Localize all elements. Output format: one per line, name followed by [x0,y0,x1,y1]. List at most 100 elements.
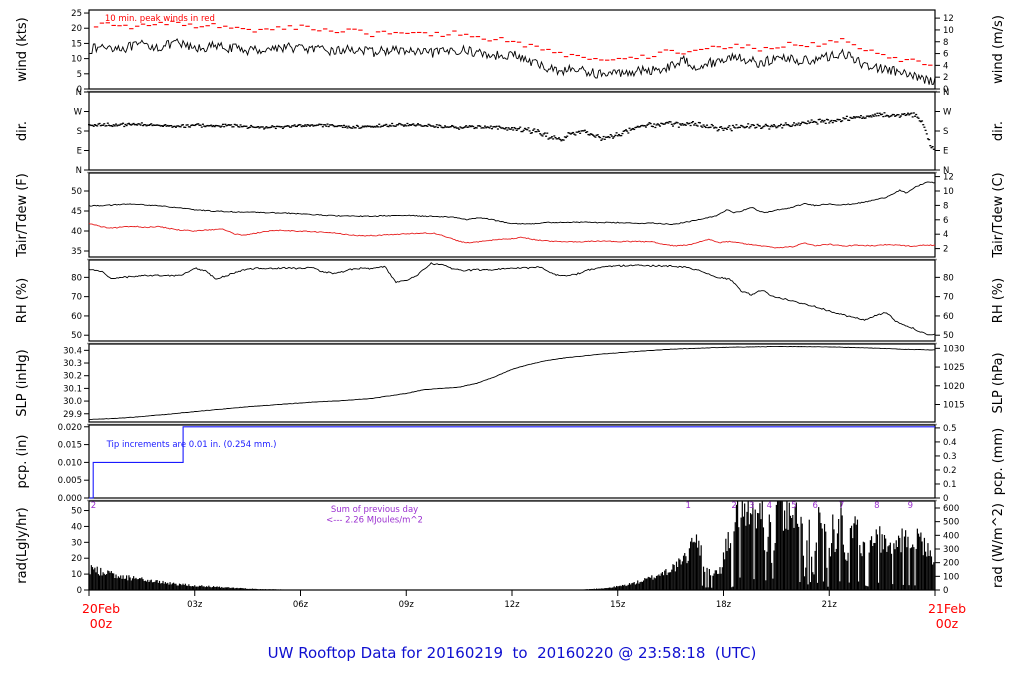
tick-label: 30.2 [63,372,82,382]
series-wind-direction [831,120,833,121]
series-wind-direction [506,129,508,130]
series-wind-direction [377,126,379,127]
annotation: 2 [731,501,736,511]
series-wind-direction [797,124,799,125]
series-wind-direction [891,115,893,116]
series-wind-direction [693,124,695,125]
series-wind-direction [355,127,357,128]
series-wind-direction [883,112,885,113]
tick-label: 30.4 [63,346,82,356]
series-wind-direction [388,126,390,127]
series-wind-direction [667,122,669,123]
y-axis-label-left-wind: wind (kts) [15,17,30,81]
series-wind-direction [861,118,863,119]
annotation: 5 [791,501,796,511]
tick-label: 4 [943,230,948,240]
series-wind-direction [914,116,916,117]
series-wind-direction [712,125,714,126]
series-wind-direction [187,124,189,125]
series-wind-direction [862,116,864,117]
tick-label: 40 [71,227,82,237]
series-wind-direction [201,126,203,127]
tick-label: 30.3 [63,359,82,369]
series-wind-direction [677,122,679,123]
tick-label: W [74,108,83,118]
series-wind-direction [348,126,350,127]
series-wind-direction [439,125,441,126]
series-wind-direction [303,126,305,127]
series-wind-direction [536,131,538,132]
series-wind-direction [650,123,652,124]
series-wind-direction [559,139,561,140]
tick-label: 0.020 [58,423,82,433]
series-wind-direction [532,130,534,131]
series-wind-direction [531,132,533,133]
series-wind-direction [721,128,723,129]
series-wind-direction [558,137,560,138]
series-wind-direction [133,123,135,124]
series-wind-direction [294,124,296,125]
series-wind-direction [107,123,109,124]
series-wind-direction [519,127,521,128]
series-wind-direction [566,136,568,137]
series-wind-direction [236,125,238,126]
annotation: Sum of previous day [331,505,418,515]
series-wind-direction [347,127,349,128]
series-wind-direction [614,135,616,136]
tick-label: 5 [77,70,82,80]
series-wind-direction [578,131,580,132]
annotation: 10 min. peak winds in red [105,14,215,24]
series-wind-direction [341,125,343,126]
series-wind-direction [860,115,862,116]
tick-label: S [77,127,82,137]
series-wind-direction [533,128,535,129]
tick-label: W [943,108,952,118]
x-tick-label: 12z [504,600,520,610]
series-wind-direction [771,125,773,126]
uw-rooftop-chart: 0510152025024681012wind (kts)wind (m/s)1… [0,0,1024,700]
series-wind-direction [730,128,732,129]
tick-label: 35 [71,247,82,257]
y-axis-label-left-slp: SLP (inHg) [15,349,30,417]
series-wind-direction [262,126,264,127]
series-wind-direction [681,123,683,124]
series-wind-direction [403,125,405,126]
series-wind-direction [887,115,889,116]
series-wind-direction [827,119,829,120]
series-wind-direction [852,118,854,119]
series-wind-direction [898,114,900,115]
series-wind-direction [122,123,124,124]
series-wind-direction [497,128,499,129]
tick-label: 8 [943,38,948,48]
series-wind-direction [727,127,729,128]
tick-label: 0.2 [943,466,957,476]
series-wind-direction [791,126,793,127]
annotation: 4 [767,501,772,511]
series-wind-direction [465,125,467,126]
y-axis-label-left-dir: dir. [15,121,30,141]
series-wind-direction [468,126,470,127]
tick-label: 30.0 [63,397,82,407]
series-wind-direction [768,128,770,129]
series-wind-direction [692,121,694,122]
series-wind-direction [785,122,787,123]
series-wind-direction [731,130,733,131]
series-wind-direction [603,136,605,137]
series-wind-direction [728,125,730,126]
series-wind-direction [694,123,696,124]
series-wind-direction [807,120,809,121]
series-wind-direction [405,125,407,126]
series-wind-direction [770,126,772,127]
series-wind-direction [150,123,152,124]
tick-label: 50 [943,331,954,341]
series-wind-direction [800,123,802,124]
series-wind-direction [554,137,556,138]
series-wind-direction [706,125,708,126]
series-wind-direction [516,130,518,131]
series-wind-direction [633,129,635,130]
tick-label: 1015 [943,400,965,410]
series-wind-direction [659,125,661,126]
series-wind-direction [164,124,166,125]
series-wind-direction [671,124,673,125]
series-wind-direction [224,124,226,125]
